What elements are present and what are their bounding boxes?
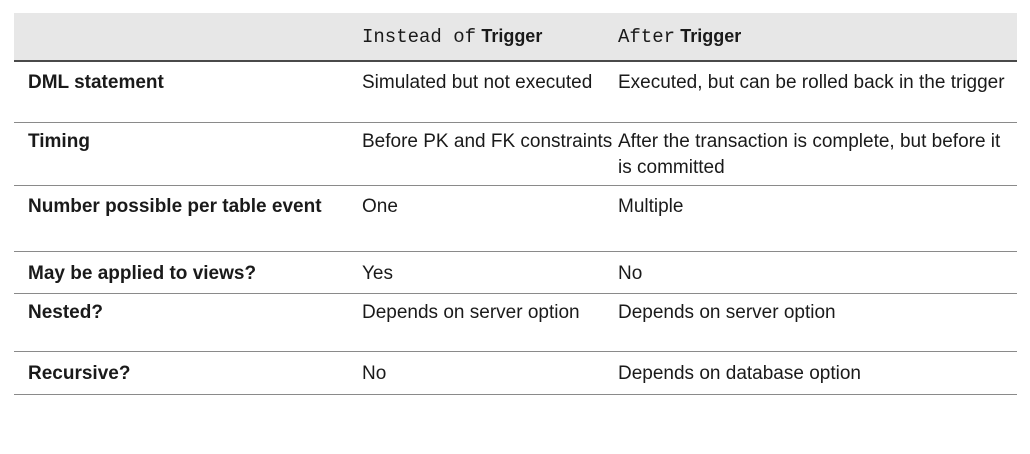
row-label: DML statement (28, 72, 164, 93)
after-cell: Executed, but can be rolled back in the … (618, 72, 1005, 93)
row-label: Nested? (28, 302, 103, 323)
instead-of-cell: No (362, 363, 387, 384)
after-cell: After the transaction is complete, but b… (618, 131, 1001, 178)
table-row: Number possible per table event One Mult… (14, 186, 1017, 252)
header-after-code: After (618, 26, 676, 48)
instead-of-cell: Yes (362, 263, 393, 284)
after-cell: Multiple (618, 196, 684, 217)
after-cell: Depends on database option (618, 363, 861, 384)
instead-of-cell: Depends on server option (362, 302, 580, 323)
header-instead-of-trigger: Instead of Trigger (362, 23, 618, 50)
header-after-word: Trigger (680, 26, 742, 46)
header-after-trigger: After Trigger (618, 23, 1017, 50)
trigger-comparison-table: Instead of Trigger After Trigger DML sta… (14, 13, 1017, 395)
instead-of-cell: Simulated but not executed (362, 72, 593, 93)
table-header-row: Instead of Trigger After Trigger (14, 13, 1017, 62)
after-cell: No (618, 263, 643, 284)
instead-of-cell: One (362, 196, 398, 217)
table-row: DML statement Simulated but not executed… (14, 62, 1017, 123)
row-label: Number possible per table event (28, 196, 322, 217)
table-row: Timing Before PK and FK constraints Afte… (14, 123, 1017, 186)
instead-of-cell: Before PK and FK constraints (362, 131, 613, 152)
row-label: Timing (28, 131, 90, 152)
after-cell: Depends on server option (618, 302, 836, 323)
table-row: Recursive? No Depends on database option (14, 352, 1017, 395)
row-label: Recursive? (28, 363, 131, 384)
header-instead-of-word: Trigger (481, 26, 543, 46)
header-instead-of-code: Instead of (362, 26, 477, 48)
table-row: Nested? Depends on server option Depends… (14, 294, 1017, 352)
row-label: May be applied to views? (28, 263, 257, 284)
table-row: May be applied to views? Yes No (14, 252, 1017, 294)
